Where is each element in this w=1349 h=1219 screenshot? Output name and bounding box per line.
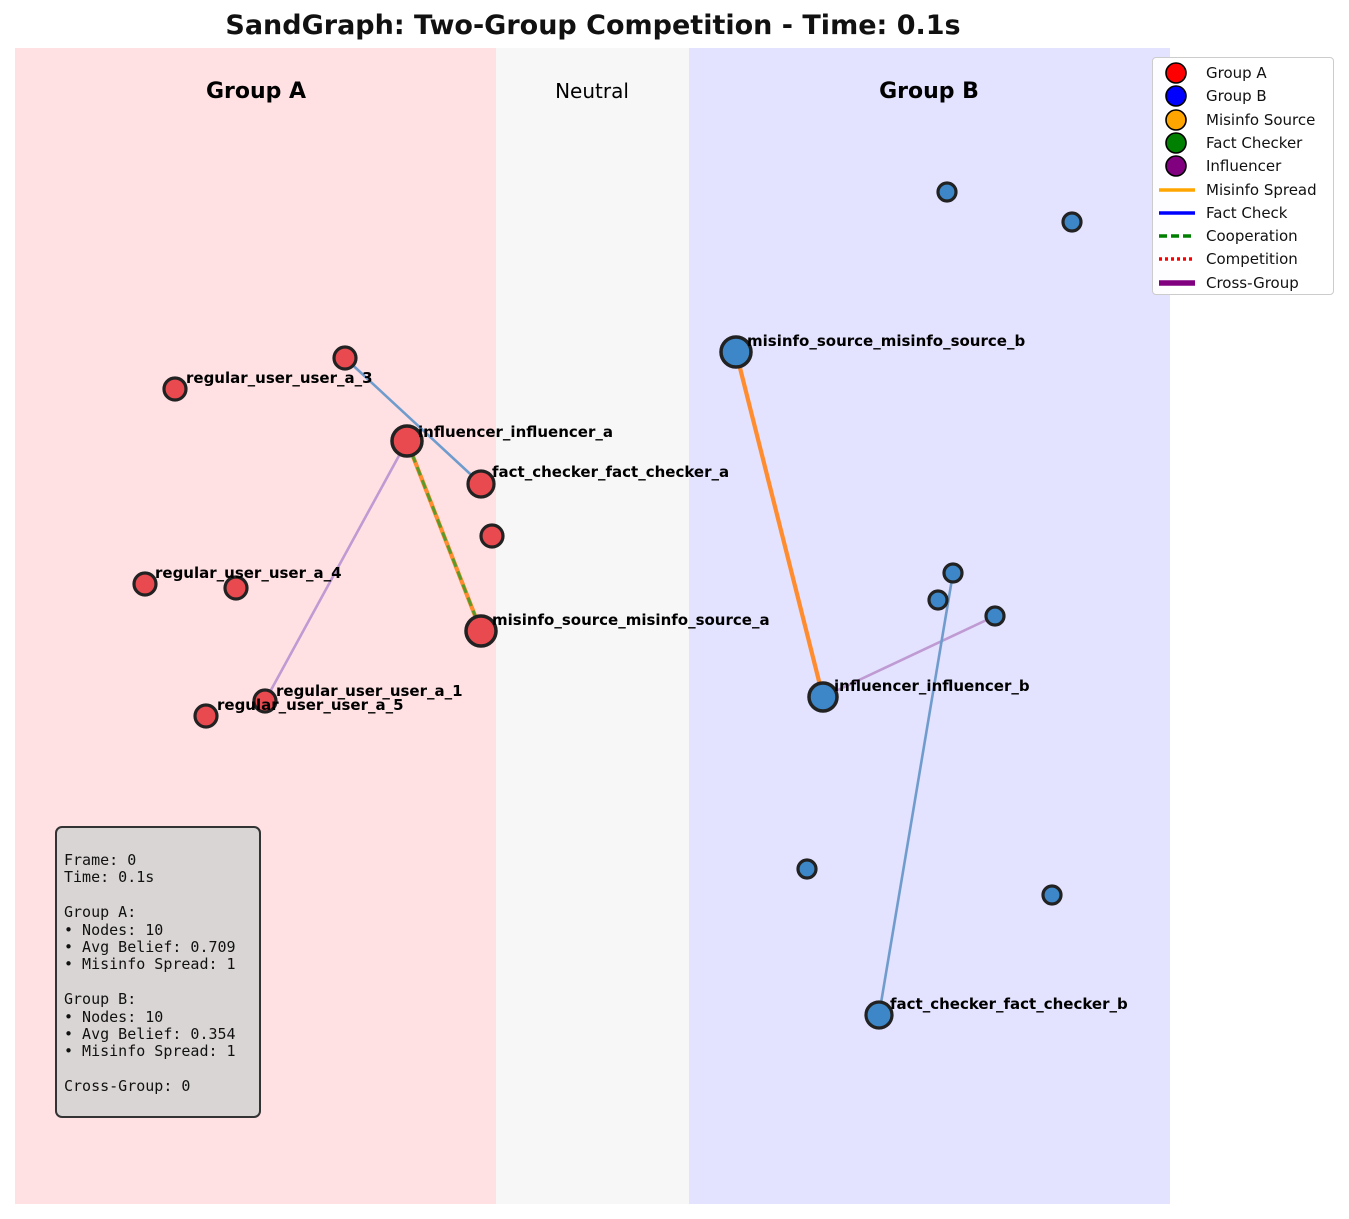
node-a-user-3-label-anchor [332, 345, 358, 371]
chart-title: SandGraph: Two-Group Competition - Time:… [225, 10, 961, 41]
node-label: misinfo_source_misinfo_source_b [747, 332, 1025, 350]
legend-swatch [1165, 155, 1187, 177]
legend-label: Group A [1206, 64, 1267, 82]
node-label: fact_checker_fact_checker_b [890, 995, 1128, 1013]
legend-label: Misinfo Spread [1206, 180, 1317, 199]
stat-time: Time: 0.1s [64, 868, 155, 887]
legend-item: Cooperation [1153, 225, 1333, 247]
node-b-unlabeled-6 [796, 858, 818, 880]
legend-label: Cooperation [1206, 227, 1298, 246]
node-b-unlabeled-7 [1041, 884, 1063, 906]
neutral-zone [496, 48, 689, 1204]
group-a-zone-title: Group A [206, 79, 306, 104]
group-b-zone [689, 48, 1170, 1204]
legend-item: Misinfo Source [1153, 108, 1333, 131]
legend-swatch [1159, 211, 1195, 215]
node-a-unlabeled-2 [223, 575, 249, 601]
legend-label: Competition [1206, 250, 1298, 269]
edge-fact-check [344, 357, 482, 485]
legend-label: Fact Checker [1206, 133, 1303, 152]
stat-group-b-spread: • Misinfo Spread: 1 [64, 1042, 236, 1061]
legend-item: Group A [1153, 62, 1333, 84]
stat-cross-group: Cross-Group: 0 [64, 1077, 191, 1096]
node-label: regular_user_user_a_3 [186, 369, 373, 387]
stat-spacer [64, 1061, 259, 1078]
node-b-unlabeled-2 [1061, 211, 1083, 233]
legend-label: Group B [1206, 87, 1267, 106]
edge-influence [263, 440, 409, 702]
stat-group-a-belief: • Avg Belief: 0.709 [64, 937, 236, 956]
stat-group-b-nodes: • Nodes: 10 [64, 1007, 164, 1026]
stat-spacer [64, 974, 259, 991]
legend-label: Influencer [1206, 157, 1282, 176]
legend-swatch [1165, 62, 1187, 84]
edge-layer [263, 351, 996, 1016]
node-label: regular_user_user_a_4 [155, 564, 342, 582]
legend-item: Fact Checker [1153, 132, 1333, 154]
legend-item: Competition [1153, 248, 1333, 270]
node-label: influencer_influencer_a [418, 423, 613, 441]
legend-label: Misinfo Source [1206, 110, 1316, 129]
edge-cooperation [405, 440, 483, 632]
node-a-fact-checker [466, 469, 496, 499]
legend-swatch [1165, 132, 1187, 154]
node-label: regular_user_user_a_5 [217, 696, 404, 714]
edge-fact-check [877, 572, 955, 1016]
legend-label: Cross-Group [1206, 273, 1299, 292]
stat-frame: Frame: 0 [64, 851, 137, 869]
stats-panel: Frame: 0 Time: 0.1s Group A: • Nodes: 10… [55, 826, 261, 1118]
node-b-unlabeled-5 [984, 605, 1006, 627]
node-a-misinfo-source [464, 614, 498, 648]
node-a-user-4 [132, 571, 158, 597]
stat-group-a-nodes: • Nodes: 10 [64, 920, 164, 939]
node-a-user-1 [252, 688, 278, 714]
legend-item: Misinfo Spread [1153, 179, 1333, 201]
node-a-user-5 [193, 703, 219, 729]
legend-swatch [1159, 187, 1195, 192]
node-a-user-3 [162, 376, 188, 402]
edge-misinfo-spread [733, 351, 826, 698]
legend-item: Fact Check [1153, 202, 1333, 224]
node-a-influencer [390, 424, 424, 458]
legend-item: Group B [1153, 85, 1333, 108]
legend-swatch [1165, 85, 1187, 108]
node-b-unlabeled-1 [936, 181, 958, 203]
node-layer [132, 181, 1083, 1030]
edge-influence [822, 614, 996, 699]
stat-group-b-belief: • Avg Belief: 0.354 [64, 1024, 236, 1043]
node-a-unlabeled-1 [479, 523, 505, 549]
neutral-zone-title: Neutral [555, 79, 629, 103]
node-b-fact-checker [864, 1000, 894, 1030]
node-b-unlabeled-4 [927, 589, 949, 611]
node-b-misinfo-source [719, 335, 753, 369]
legend: Group A Group B Misinfo Source Fact Checker… [1152, 57, 1334, 295]
group-b-zone-title: Group B [879, 79, 979, 104]
stat-group-a-header: Group A: [64, 903, 137, 922]
stat-group-b-header: Group B: [64, 990, 137, 1009]
legend-item: Influencer [1153, 155, 1333, 177]
node-label: misinfo_source_misinfo_source_a [492, 611, 770, 629]
legend-swatch [1159, 257, 1195, 262]
node-b-influencer [807, 681, 839, 713]
label-layer: regular_user_user_a_3 influencer_influenc… [155, 332, 1128, 1013]
stat-spacer [64, 887, 259, 904]
node-label: regular_user_user_a_1 [276, 682, 463, 700]
legend-swatch [1159, 234, 1195, 238]
stat-group-a-spread: • Misinfo Spread: 1 [64, 955, 236, 974]
legend-swatch [1159, 279, 1195, 286]
node-label: influencer_influencer_b [834, 677, 1030, 695]
node-label: fact_checker_fact_checker_a [492, 463, 729, 481]
legend-label: Fact Check [1206, 203, 1288, 222]
node-b-unlabeled-3 [942, 562, 964, 584]
legend-swatch [1165, 108, 1187, 131]
legend-item: Cross-Group [1153, 272, 1333, 294]
